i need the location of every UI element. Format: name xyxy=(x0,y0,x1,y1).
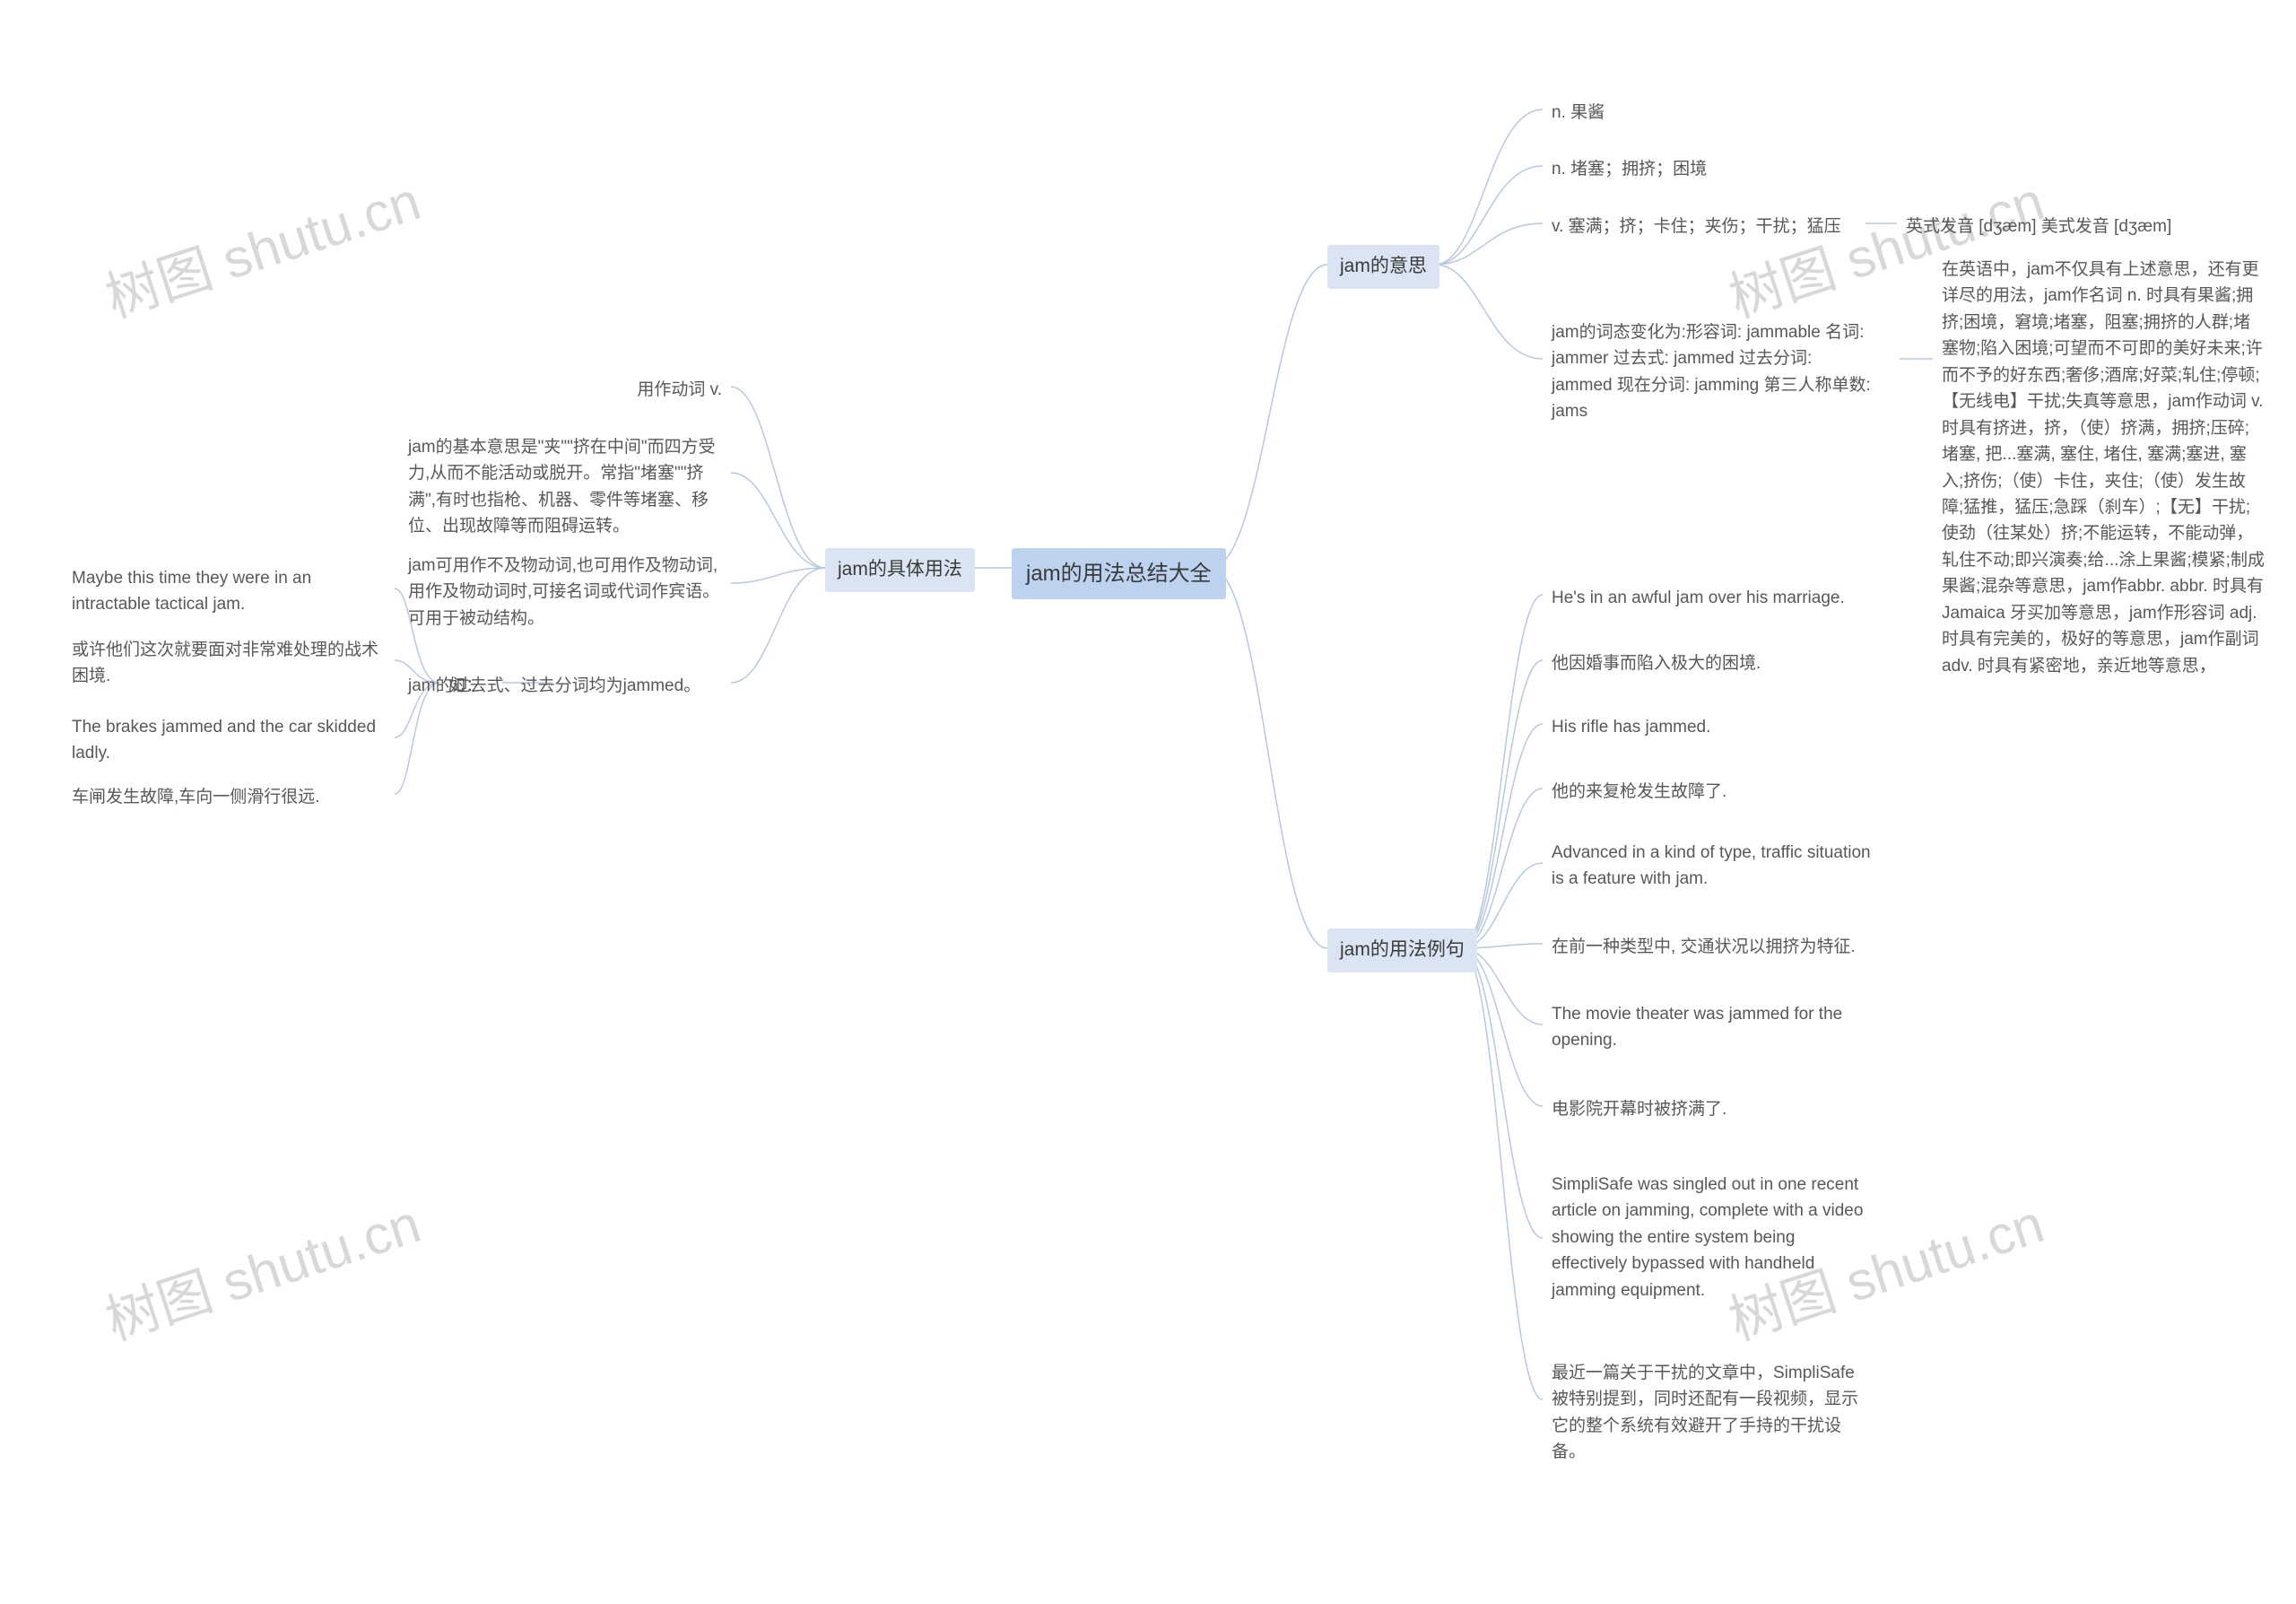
leaf-meaning-3: v. 塞满；挤；卡住；夹伤；干扰；猛压 xyxy=(1543,208,1866,245)
leaf-detailed-usage: 在英语中，jam不仅具有上述意思，还有更详尽的用法，jam作名词 n. 时具有果… xyxy=(1933,251,2274,684)
leaf-example-7: The movie theater was jammed for the ope… xyxy=(1543,996,1883,1059)
leaf-example-1: He's in an awful jam over his marriage. xyxy=(1543,580,1883,616)
leaf-meaning-2: n. 堵塞；拥挤；困境 xyxy=(1543,151,1812,187)
leaf-meaning-1: n. 果酱 xyxy=(1543,94,1758,131)
watermark: 树图 shutu.cn xyxy=(94,1181,429,1356)
leaf-usage-3: jam可用作不及物动词,也可用作及物动词,用作及物动词时,可接名词或代词作宾语。… xyxy=(399,547,731,637)
leaf-eg-1: Maybe this time they were in an intracta… xyxy=(63,560,395,623)
leaf-example-5: Advanced in a kind of type, traffic situ… xyxy=(1543,834,1883,898)
leaf-example-3: His rifle has jammed. xyxy=(1543,709,1883,745)
leaf-pronunciation: 英式发音 [dʒæm] 美式发音 [dʒæm] xyxy=(1897,208,2220,245)
leaf-eg-3: The brakes jammed and the car skidded la… xyxy=(63,709,395,772)
leaf-usage-1: 用作动词 v. xyxy=(552,371,731,408)
branch-meaning[interactable]: jam的意思 xyxy=(1327,245,1439,289)
leaf-example-4: 他的来复枪发生故障了. xyxy=(1543,773,1883,810)
branch-examples[interactable]: jam的用法例句 xyxy=(1327,928,1477,972)
leaf-eg-2: 或许他们这次就要面对非常难处理的战术困境. xyxy=(63,632,395,695)
watermark: 树图 shutu.cn xyxy=(94,158,429,333)
mindmap-root[interactable]: jam的用法总结大全 xyxy=(1012,548,1226,599)
leaf-eg-label: 如： xyxy=(439,667,502,704)
leaf-morphology: jam的词态变化为:形容词: jammable 名词: jammer 过去式: … xyxy=(1543,314,1883,431)
leaf-example-10: 最近一篇关于干扰的文章中，SimpliSafe 被特别提到，同时还配有一段视频，… xyxy=(1543,1355,1883,1471)
leaf-eg-4: 车闸发生故障,车向一侧滑行很远. xyxy=(63,779,395,815)
leaf-example-2: 他因婚事而陷入极大的困境. xyxy=(1543,645,1883,682)
branch-usage-detail[interactable]: jam的具体用法 xyxy=(825,548,975,592)
leaf-usage-2: jam的基本意思是"夹""挤在中间"而四方受力,从而不能活动或脱开。常指"堵塞"… xyxy=(399,429,731,545)
leaf-example-9: SimpliSafe was singled out in one recent… xyxy=(1543,1166,1883,1309)
leaf-example-8: 电影院开幕时被挤满了. xyxy=(1543,1091,1883,1128)
leaf-example-6: 在前一种类型中, 交通状况以拥挤为特征. xyxy=(1543,928,1883,965)
